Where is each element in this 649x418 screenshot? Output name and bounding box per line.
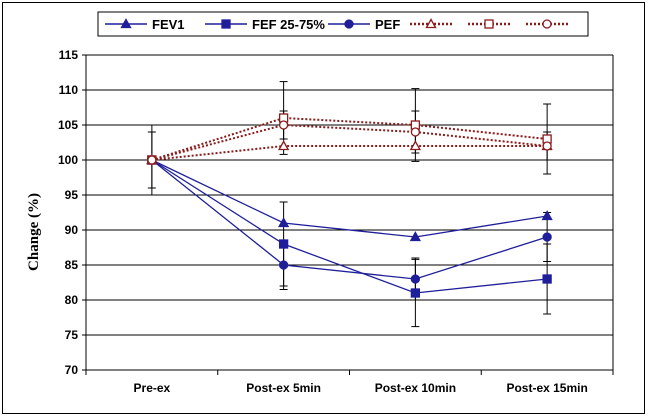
y-tick-label: 70 [65, 363, 79, 377]
data-point-circle [542, 232, 552, 242]
y-tick-label: 90 [65, 223, 79, 237]
y-tick-label: 85 [65, 258, 79, 272]
chart-frame [2, 2, 645, 414]
data-point-circle [410, 274, 421, 284]
legend-label: PEF [375, 17, 400, 32]
legend-marker-square [484, 19, 494, 29]
legend-marker-circle [344, 19, 354, 29]
x-tick-label: Post-ex 5min [246, 381, 321, 395]
x-tick-label: Post-ex 15min [506, 381, 587, 395]
y-tick-label: 80 [65, 293, 79, 307]
legend-marker-triangle [425, 18, 437, 29]
x-tick-label: Post-ex 10min [375, 381, 456, 395]
legend-label: FEF 25-75% [252, 17, 325, 32]
series-line [151, 145, 548, 161]
y-tick-label: 75 [65, 328, 79, 342]
data-point-circle [542, 141, 552, 151]
axes [85, 55, 614, 371]
series-line [151, 159, 548, 238]
y-tick-label: 95 [65, 188, 79, 202]
data-point-circle [410, 127, 421, 137]
legend: FEV1 FEF 25-75% PEF [97, 11, 589, 37]
y-tick-label: 115 [59, 48, 79, 62]
data-point-circle [147, 155, 157, 165]
y-tick-label: 105 [58, 118, 78, 132]
plot-area [146, 81, 553, 328]
series-line [151, 116, 548, 161]
data-point-triangle [541, 210, 553, 221]
series-line [151, 123, 548, 161]
series-line [151, 159, 548, 294]
x-tick-label: Pre-ex [134, 381, 171, 395]
data-point-square [410, 288, 421, 298]
data-point-triangle [278, 217, 290, 228]
data-point-circle [278, 260, 289, 270]
x-axis-ticks: Pre-ex Post-ex 5min Post-ex 10min Post-ex 1… [85, 370, 614, 395]
legend-marker-triangle [120, 18, 132, 29]
data-point-circle [278, 120, 289, 130]
data-point-triangle [409, 140, 421, 151]
y-axis-ticks: 70 75 80 85 90 95 100 105 110 115 [58, 48, 86, 377]
legend-label: FEV1 [152, 17, 185, 32]
data-point-square [542, 274, 552, 284]
legend-marker-circle [542, 19, 552, 29]
data-point-triangle [278, 140, 290, 151]
y-tick-label: 110 [59, 83, 79, 97]
grid-lines [86, 54, 613, 371]
data-point-square [278, 239, 289, 249]
y-axis-title: Change (%) [26, 193, 42, 271]
legend-marker-square [221, 19, 231, 29]
data-point-triangle [409, 231, 421, 242]
series-line [151, 159, 548, 280]
y-tick-label: 100 [58, 153, 78, 167]
